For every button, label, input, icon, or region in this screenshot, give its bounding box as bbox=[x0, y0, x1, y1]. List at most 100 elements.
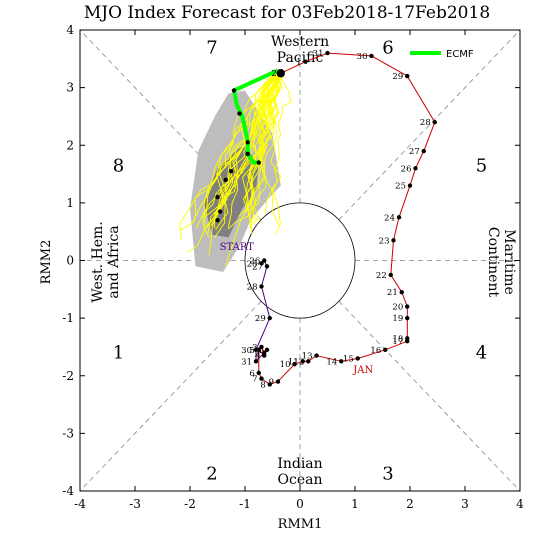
jan-day-label-31: 31 bbox=[313, 49, 324, 59]
forecast-point-6 bbox=[229, 168, 234, 174]
jan-day-label-6: 6 bbox=[249, 369, 254, 379]
forecast-point-7 bbox=[223, 177, 228, 183]
jan-day-label-28: 28 bbox=[420, 118, 431, 128]
jan-day-label-3: 3 bbox=[252, 343, 257, 353]
legend-label-ecmf: ECMF bbox=[446, 49, 474, 60]
jan-day-label-4: 4 bbox=[255, 352, 260, 362]
jan-point-12 bbox=[306, 359, 311, 364]
feb-day-label-2: 2 bbox=[271, 69, 276, 79]
y-tick-label: 0 bbox=[66, 254, 74, 268]
jan-point-28 bbox=[432, 120, 437, 125]
dec-point-27 bbox=[264, 264, 270, 269]
dec-day-label-25: 25 bbox=[247, 259, 258, 269]
jan-point-19 bbox=[405, 315, 410, 321]
phase-label-8: 8 bbox=[113, 155, 124, 176]
jan-day-label-8: 8 bbox=[260, 380, 265, 390]
jan-point-4 bbox=[262, 353, 267, 358]
jan-point-10 bbox=[292, 362, 297, 367]
jan-day-label-29: 29 bbox=[392, 72, 403, 82]
region-right-line1: Maritime bbox=[501, 229, 517, 295]
jan-day-label-23: 23 bbox=[379, 236, 390, 246]
y-tick-label: -4 bbox=[62, 484, 74, 498]
dec-point-31 bbox=[253, 359, 259, 364]
y-tick-label: -1 bbox=[62, 311, 74, 325]
jan-day-label-24: 24 bbox=[384, 213, 395, 223]
jan-point-11 bbox=[300, 359, 305, 364]
jan-point-16 bbox=[383, 347, 388, 353]
start-label: START bbox=[220, 242, 255, 253]
forecast-start-marker bbox=[276, 69, 285, 78]
forecast-point-8 bbox=[215, 194, 220, 200]
jan-day-label-16: 16 bbox=[370, 346, 381, 356]
jan-day-label-26: 26 bbox=[401, 164, 412, 174]
y-tick-label: -2 bbox=[62, 369, 74, 383]
jan-day-label-10: 10 bbox=[280, 360, 291, 370]
jan-day-label-27: 27 bbox=[409, 147, 420, 157]
x-tick-label: -2 bbox=[184, 497, 196, 511]
jan-point-3 bbox=[259, 344, 264, 350]
ensemble-track-22 bbox=[179, 69, 279, 240]
ensemble-track-33 bbox=[249, 70, 282, 205]
dec-day-label-31: 31 bbox=[241, 357, 252, 367]
x-tick-label: 4 bbox=[516, 497, 524, 511]
ensemble-track-8 bbox=[180, 70, 280, 231]
jan-point-15 bbox=[355, 356, 360, 361]
jan-day-label-13: 13 bbox=[302, 352, 313, 362]
jan-point-27 bbox=[421, 148, 426, 154]
jan-point-5 bbox=[256, 347, 261, 353]
dec-day-label-30: 30 bbox=[241, 346, 252, 356]
forecast-point-3 bbox=[245, 140, 250, 145]
jan-point-13 bbox=[314, 353, 319, 358]
jan-day-label-12: 12 bbox=[293, 357, 304, 367]
phase-boundary-line-8 bbox=[79, 300, 262, 492]
dec-day-label-29: 29 bbox=[255, 314, 266, 324]
region-left-line2: and Africa bbox=[106, 225, 122, 298]
region-bottom-line2: Ocean bbox=[278, 472, 323, 488]
feb-day-label-1: 1 bbox=[296, 58, 301, 68]
region-right-line2: Continent bbox=[485, 227, 501, 298]
ensemble-track-24 bbox=[248, 70, 280, 235]
dec-day-label-28: 28 bbox=[247, 282, 258, 292]
jan-day-label-21: 21 bbox=[387, 288, 398, 298]
dec-point-26 bbox=[262, 258, 267, 263]
x-tick-label: -4 bbox=[74, 497, 86, 511]
phase-boundary-line-6 bbox=[79, 29, 262, 221]
forecast-point-4 bbox=[245, 151, 250, 157]
ensemble-track-26 bbox=[193, 70, 279, 224]
jan-day-label-17: 17 bbox=[392, 337, 403, 347]
feb-point-1 bbox=[303, 59, 308, 64]
jan-point-25 bbox=[407, 183, 413, 188]
x-tick-label: 0 bbox=[296, 497, 304, 511]
x-tick-label: 2 bbox=[406, 497, 414, 511]
ensemble-track-31 bbox=[204, 70, 279, 218]
jan-point-21 bbox=[399, 289, 404, 295]
jan-label: JAN bbox=[352, 365, 373, 376]
jan-day-label-7: 7 bbox=[252, 375, 257, 385]
forecast-point-2 bbox=[237, 111, 242, 116]
phase-label-6: 6 bbox=[382, 37, 393, 58]
jan-day-label-14: 14 bbox=[326, 357, 337, 367]
jan-day-label-5: 5 bbox=[249, 346, 254, 356]
x-axis-label: RMM1 bbox=[278, 517, 323, 532]
jan-point-31 bbox=[325, 50, 330, 56]
y-tick-label: 2 bbox=[66, 138, 74, 152]
x-tick-label: -1 bbox=[239, 497, 251, 511]
y-tick-label: -3 bbox=[62, 426, 74, 440]
jan-point-14 bbox=[339, 359, 344, 364]
jan-day-label-22: 22 bbox=[376, 271, 387, 281]
jan-point-22 bbox=[388, 272, 393, 278]
y-axis-label: RMM2 bbox=[39, 240, 54, 285]
jan-point-24 bbox=[396, 215, 402, 220]
jan-day-label-2: 2 bbox=[255, 349, 260, 359]
jan-day-label-25: 25 bbox=[395, 182, 406, 192]
phase-label-4: 4 bbox=[476, 343, 487, 364]
x-tick-label: 1 bbox=[351, 497, 359, 511]
jan-point-29 bbox=[405, 73, 410, 79]
jan-point-6 bbox=[256, 370, 261, 376]
forecast-point-10 bbox=[215, 217, 220, 223]
dec-day-label-27: 27 bbox=[252, 262, 263, 272]
region-left-line1: West. Hem. bbox=[90, 221, 106, 302]
forecast-point-1 bbox=[231, 88, 237, 93]
dec-point-25 bbox=[259, 261, 264, 266]
